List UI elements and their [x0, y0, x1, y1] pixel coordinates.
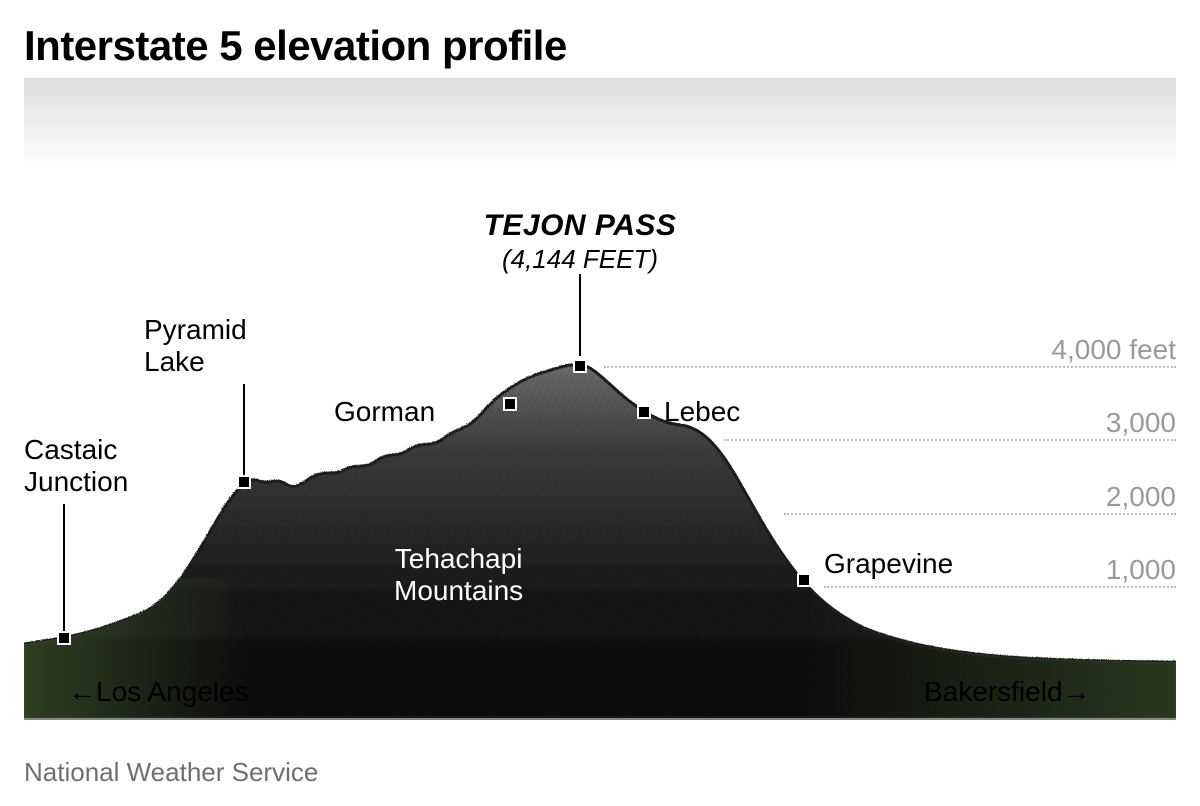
location-marker	[637, 405, 651, 419]
direction-right: Bakersfield→	[924, 676, 1091, 708]
location-marker	[503, 397, 517, 411]
peak-name: TEJON PASS	[470, 208, 690, 244]
direction-left: ←Los Angeles	[68, 676, 249, 708]
location-label: Grapevine	[824, 548, 953, 580]
page-title: Interstate 5 elevation profile	[0, 0, 1200, 70]
location-leader	[243, 384, 245, 476]
peak-elevation: (4,144 FEET)	[470, 244, 690, 275]
location-label: Pyramid Lake	[144, 314, 247, 378]
elevation-chart: 1,0002,0003,0004,000 feet	[24, 78, 1176, 746]
source-credit: National Weather Service	[24, 757, 318, 788]
mountain-range-label: Tehachapi Mountains	[394, 543, 523, 607]
peak-label: TEJON PASS (4,144 FEET)	[470, 208, 690, 275]
location-marker	[237, 475, 251, 489]
location-marker	[797, 573, 811, 587]
location-label: Gorman	[334, 396, 435, 428]
terrain-svg	[24, 78, 1176, 746]
peak-marker	[573, 359, 587, 373]
location-marker	[57, 631, 71, 645]
location-label: Castaic Junction	[24, 434, 128, 498]
chart-baseline	[24, 718, 1176, 720]
location-leader	[63, 504, 65, 633]
location-label: Lebec	[664, 396, 740, 428]
peak-leader	[579, 274, 581, 356]
